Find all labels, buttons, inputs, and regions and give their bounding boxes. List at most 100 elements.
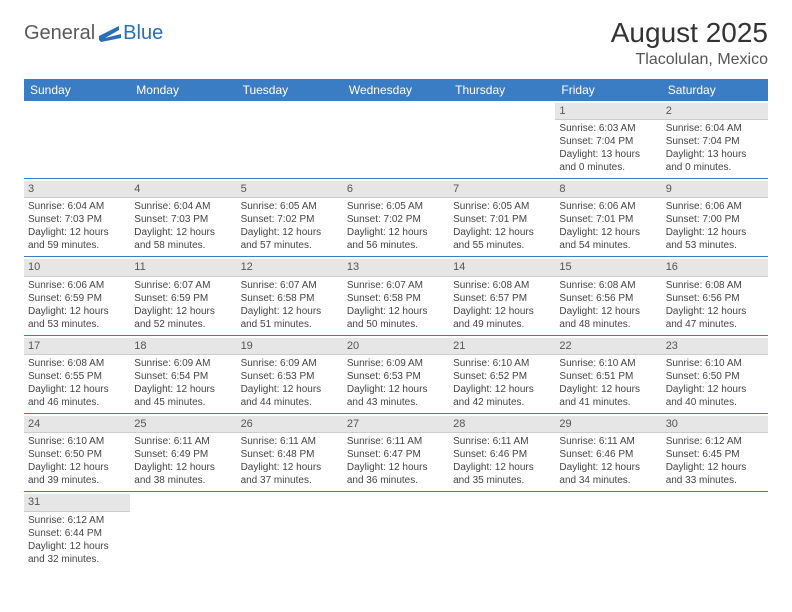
cell-text: and 36 minutes. <box>347 474 445 487</box>
day-number: 26 <box>237 416 343 433</box>
weekday-header: Sunday <box>24 79 130 101</box>
cell-text: Sunrise: 6:10 AM <box>559 357 657 370</box>
weekday-header: Saturday <box>662 79 768 101</box>
calendar-cell: 15Sunrise: 6:08 AMSunset: 6:56 PMDayligh… <box>555 257 661 335</box>
cell-text: Daylight: 12 hours <box>559 461 657 474</box>
cell-text: and 37 minutes. <box>241 474 339 487</box>
cell-text: Sunrise: 6:10 AM <box>28 435 126 448</box>
day-number: 5 <box>237 181 343 198</box>
cell-text: Daylight: 12 hours <box>134 305 232 318</box>
day-number: 23 <box>662 338 768 355</box>
day-number: 25 <box>130 416 236 433</box>
cell-text: Sunrise: 6:06 AM <box>28 279 126 292</box>
cell-text: Daylight: 12 hours <box>453 305 551 318</box>
cell-text: Daylight: 12 hours <box>666 383 764 396</box>
calendar-cell: 10Sunrise: 6:06 AMSunset: 6:59 PMDayligh… <box>24 257 130 335</box>
calendar-cell-empty <box>449 492 555 570</box>
cell-text: and 58 minutes. <box>134 239 232 252</box>
cell-text: Daylight: 12 hours <box>559 226 657 239</box>
cell-text: Sunrise: 6:07 AM <box>241 279 339 292</box>
cell-text: and 39 minutes. <box>28 474 126 487</box>
cell-text: and 42 minutes. <box>453 396 551 409</box>
calendar-table: SundayMondayTuesdayWednesdayThursdayFrid… <box>24 79 768 570</box>
cell-text: Sunrise: 6:04 AM <box>134 200 232 213</box>
cell-text: Daylight: 12 hours <box>134 226 232 239</box>
day-number: 27 <box>343 416 449 433</box>
calendar-cell: 5Sunrise: 6:05 AMSunset: 7:02 PMDaylight… <box>237 179 343 257</box>
cell-text: Sunrise: 6:08 AM <box>28 357 126 370</box>
weekday-header: Thursday <box>449 79 555 101</box>
calendar-cell: 1Sunrise: 6:03 AMSunset: 7:04 PMDaylight… <box>555 101 661 179</box>
calendar-cell: 31Sunrise: 6:12 AMSunset: 6:44 PMDayligh… <box>24 492 130 570</box>
calendar-cell-empty <box>449 101 555 179</box>
cell-text: Daylight: 12 hours <box>241 226 339 239</box>
cell-text: Sunset: 7:02 PM <box>241 213 339 226</box>
cell-text: Sunrise: 6:09 AM <box>347 357 445 370</box>
cell-text: Sunrise: 6:10 AM <box>453 357 551 370</box>
cell-text: Sunset: 6:59 PM <box>28 292 126 305</box>
cell-text: Sunset: 7:03 PM <box>28 213 126 226</box>
day-number: 24 <box>24 416 130 433</box>
cell-text: Sunrise: 6:08 AM <box>666 279 764 292</box>
calendar-cell: 14Sunrise: 6:08 AMSunset: 6:57 PMDayligh… <box>449 257 555 335</box>
cell-text: Sunset: 6:47 PM <box>347 448 445 461</box>
cell-text: Daylight: 12 hours <box>28 226 126 239</box>
header: General Blue August 2025 Tlacolulan, Mex… <box>24 18 768 69</box>
cell-text: Sunset: 6:52 PM <box>453 370 551 383</box>
cell-text: Sunset: 6:53 PM <box>241 370 339 383</box>
cell-text: Daylight: 13 hours <box>559 148 657 161</box>
day-number: 15 <box>555 259 661 276</box>
day-number: 16 <box>662 259 768 276</box>
calendar-cell-empty <box>130 101 236 179</box>
cell-text: Sunrise: 6:03 AM <box>559 122 657 135</box>
cell-text: Sunset: 6:48 PM <box>241 448 339 461</box>
cell-text: and 55 minutes. <box>453 239 551 252</box>
day-number: 29 <box>555 416 661 433</box>
cell-text: Daylight: 13 hours <box>666 148 764 161</box>
cell-text: Sunset: 6:54 PM <box>134 370 232 383</box>
cell-text: Daylight: 12 hours <box>666 226 764 239</box>
cell-text: Daylight: 12 hours <box>666 305 764 318</box>
cell-text: Sunset: 7:04 PM <box>559 135 657 148</box>
cell-text: Sunset: 6:55 PM <box>28 370 126 383</box>
cell-text: and 50 minutes. <box>347 318 445 331</box>
cell-text: Sunrise: 6:04 AM <box>666 122 764 135</box>
calendar-row: 31Sunrise: 6:12 AMSunset: 6:44 PMDayligh… <box>24 492 768 570</box>
calendar-cell-empty <box>555 492 661 570</box>
cell-text: Sunrise: 6:12 AM <box>666 435 764 448</box>
cell-text: Daylight: 12 hours <box>134 461 232 474</box>
cell-text: Sunset: 6:57 PM <box>453 292 551 305</box>
calendar-cell: 17Sunrise: 6:08 AMSunset: 6:55 PMDayligh… <box>24 335 130 413</box>
cell-text: Sunrise: 6:12 AM <box>28 514 126 527</box>
calendar-cell: 22Sunrise: 6:10 AMSunset: 6:51 PMDayligh… <box>555 335 661 413</box>
cell-text: Daylight: 12 hours <box>347 305 445 318</box>
cell-text: and 57 minutes. <box>241 239 339 252</box>
day-number: 28 <box>449 416 555 433</box>
calendar-cell: 16Sunrise: 6:08 AMSunset: 6:56 PMDayligh… <box>662 257 768 335</box>
cell-text: Sunset: 6:56 PM <box>559 292 657 305</box>
cell-text: Daylight: 12 hours <box>134 383 232 396</box>
cell-text: Sunset: 7:01 PM <box>453 213 551 226</box>
day-number: 20 <box>343 338 449 355</box>
cell-text: Sunrise: 6:06 AM <box>666 200 764 213</box>
calendar-cell: 30Sunrise: 6:12 AMSunset: 6:45 PMDayligh… <box>662 413 768 491</box>
calendar-cell: 27Sunrise: 6:11 AMSunset: 6:47 PMDayligh… <box>343 413 449 491</box>
calendar-cell: 24Sunrise: 6:10 AMSunset: 6:50 PMDayligh… <box>24 413 130 491</box>
cell-text: Sunset: 6:50 PM <box>28 448 126 461</box>
day-number: 31 <box>24 494 130 511</box>
weekday-header: Friday <box>555 79 661 101</box>
cell-text: and 49 minutes. <box>453 318 551 331</box>
calendar-cell: 3Sunrise: 6:04 AMSunset: 7:03 PMDaylight… <box>24 179 130 257</box>
calendar-cell: 29Sunrise: 6:11 AMSunset: 6:46 PMDayligh… <box>555 413 661 491</box>
cell-text: Sunset: 6:51 PM <box>559 370 657 383</box>
cell-text: Sunrise: 6:09 AM <box>241 357 339 370</box>
calendar-cell: 20Sunrise: 6:09 AMSunset: 6:53 PMDayligh… <box>343 335 449 413</box>
calendar-cell: 28Sunrise: 6:11 AMSunset: 6:46 PMDayligh… <box>449 413 555 491</box>
cell-text: and 51 minutes. <box>241 318 339 331</box>
cell-text: Sunrise: 6:11 AM <box>134 435 232 448</box>
weekday-header-row: SundayMondayTuesdayWednesdayThursdayFrid… <box>24 79 768 101</box>
title-block: August 2025 Tlacolulan, Mexico <box>611 18 768 69</box>
weekday-header: Tuesday <box>237 79 343 101</box>
cell-text: Sunset: 6:49 PM <box>134 448 232 461</box>
cell-text: Daylight: 12 hours <box>347 461 445 474</box>
